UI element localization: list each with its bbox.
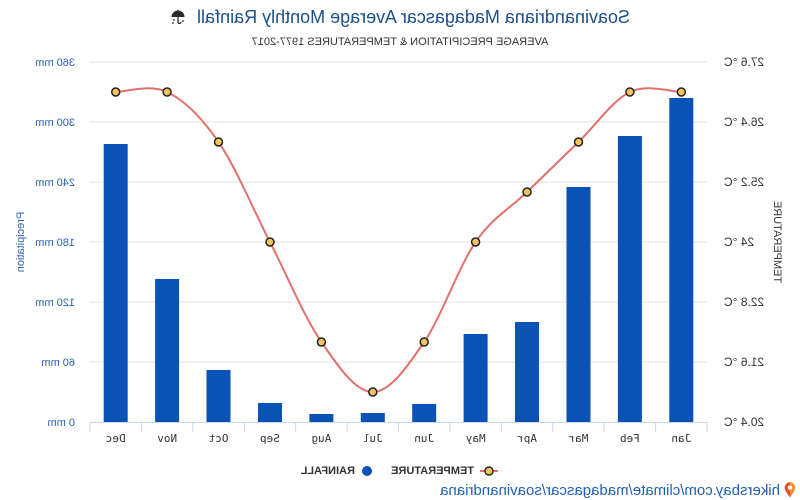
rainfall-bar (669, 98, 694, 422)
source-footer: hikersbay.com/climate/madagascar/soavina… (440, 481, 796, 499)
temperature-tick-label: 21.6 °C (724, 355, 764, 369)
line-marker-icon (480, 466, 498, 476)
temperature-point (419, 337, 429, 347)
temperature-point (368, 387, 378, 397)
temperature-point (470, 237, 481, 247)
rainfall-bar (566, 187, 591, 422)
umbrella-rain-icon (171, 9, 185, 25)
rainfall-bar (155, 279, 180, 422)
rainfall-bar (463, 334, 488, 422)
legend-label-rainfall: RAINFALL (300, 465, 355, 477)
temperature-point (110, 87, 121, 97)
temperature-tick-label: 24 °C (724, 235, 754, 249)
month-label: Jan (671, 432, 691, 445)
chart-legend: TEMPERATURE RAINFALL (0, 463, 800, 479)
legend-label-temperature: TEMPERATURE (391, 465, 474, 477)
precipitation-tick-label: 60 mm (41, 357, 75, 369)
precipitation-tick-label: 360 mm (35, 57, 75, 69)
temperature-point (625, 87, 635, 97)
source-url: hikersbay.com/climate/madagascar/soavina… (440, 481, 780, 499)
circle-marker-icon (362, 466, 372, 476)
gridlines (90, 61, 707, 363)
temperature-point (676, 87, 687, 97)
legend-item-rainfall: RAINFALL (301, 463, 373, 479)
precipitation-tick-label: 120 mm (35, 297, 75, 309)
month-label: Dec (106, 432, 126, 445)
precipitation-axis: 0 mm 60 mm 120 mm 180 mm 240 mm 300 mm 360 mm P… (15, 57, 75, 429)
temperature-axis: 20.4 °C 21.6 °C 22.8 °C 24 °C 25.2 °C 26.4 °C… (724, 55, 783, 429)
x-axis: Jan Feb Mar Apr May Jun Jul Aug Sep Oct Nov Dec (89, 422, 708, 445)
location-pin-icon (784, 482, 796, 498)
precipitation-axis-title: Precipitation (15, 212, 27, 273)
rainfall-bar (617, 136, 642, 422)
temperature-tick-label: 26.4 °C (724, 115, 764, 129)
month-label: Jun (414, 432, 434, 445)
rainfall-bar (206, 370, 231, 422)
temperature-point (213, 137, 224, 147)
temperature-point (522, 187, 532, 197)
legend-item-temperature: TEMPERATURE (391, 463, 498, 479)
temperature-tick-label: 22.8 °C (724, 295, 764, 309)
rainfall-bar (258, 403, 282, 422)
month-label: Sep (260, 432, 280, 445)
month-label: Aug (311, 432, 331, 445)
temperature-point (162, 87, 172, 97)
month-label: Mar (568, 432, 588, 445)
month-label: Oct (209, 432, 229, 445)
month-label: Feb (620, 432, 640, 445)
rainfall-bar (309, 414, 334, 422)
temperature-tick-label: 25.2 °C (724, 175, 764, 189)
precipitation-tick-label: 240 mm (35, 177, 75, 189)
month-label: Jul (363, 432, 383, 445)
rainfall-bar (360, 413, 385, 422)
temperature-point (316, 337, 327, 347)
temperature-axis-title: TEMPERATURE (771, 201, 783, 283)
temperature-point (265, 237, 275, 247)
temperature-tick-label: 20.4 °C (724, 415, 764, 429)
month-label: Nov (157, 432, 177, 445)
precipitation-tick-label: 300 mm (35, 117, 75, 129)
rainfall-bar (515, 322, 539, 422)
temperature-line (115, 87, 682, 394)
temperature-point (573, 137, 584, 147)
precipitation-tick-label: 0 mm (48, 417, 76, 429)
temperature-series (110, 87, 687, 397)
temperature-tick-label: 27.6 °C (724, 55, 764, 69)
rainfall-bars (103, 98, 694, 422)
month-label: Apr (517, 432, 537, 445)
chart-title-row: Soavinandriana Madagascar Average Monthl… (0, 6, 800, 28)
rainfall-bar (412, 404, 437, 422)
precipitation-tick-label: 180 mm (35, 237, 75, 249)
rainfall-bar (103, 144, 128, 422)
climate-chart: Jan Feb Mar Apr May Jun Jul Aug Sep Oct Nov Dec 20.4… (15, 55, 783, 445)
month-label: May (465, 432, 485, 445)
